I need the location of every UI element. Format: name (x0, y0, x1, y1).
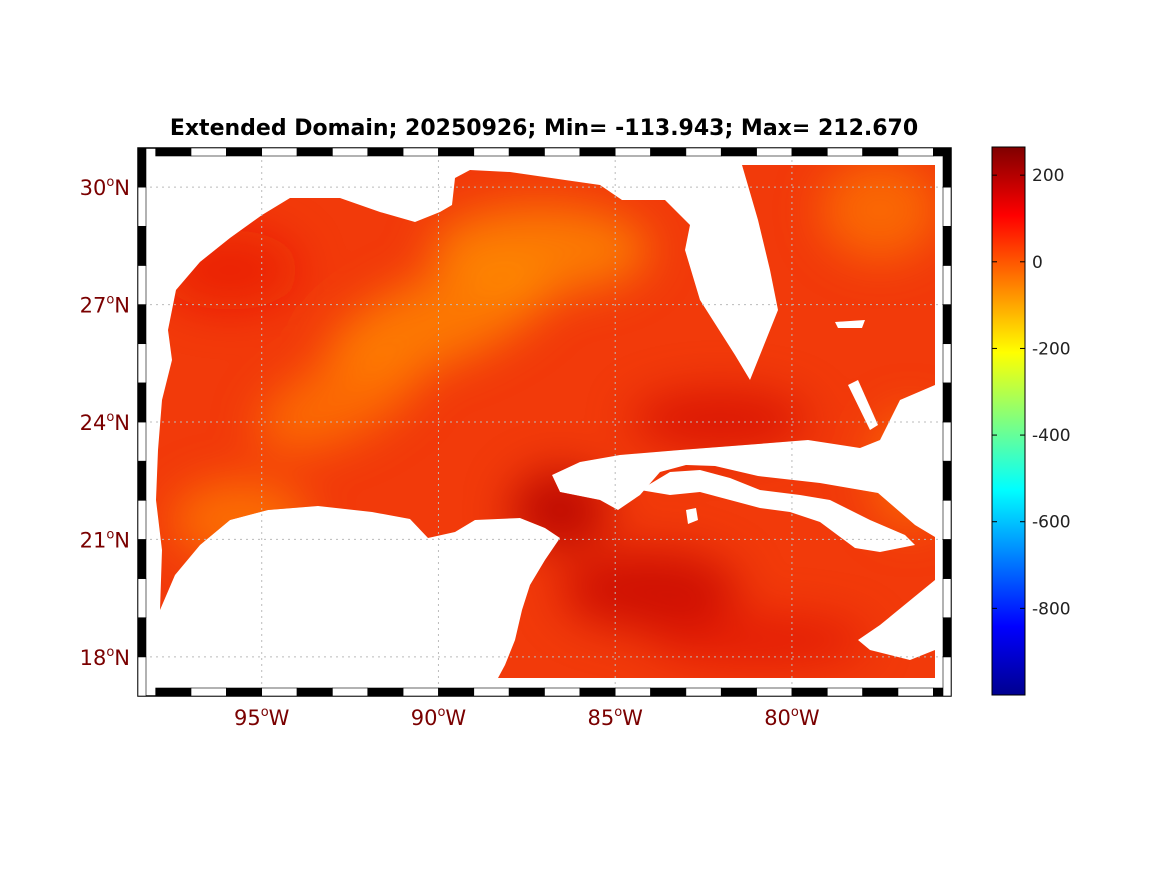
frame-segment-left (137, 499, 147, 540)
frame-segment-bottom (190, 687, 227, 697)
frame-segment-bottom (826, 687, 863, 697)
frame-segment-right (942, 578, 952, 619)
frame-segment-top (296, 147, 333, 157)
frame-segment-left (137, 460, 147, 501)
lon-tick-label: 80oW (764, 705, 820, 730)
frame-segment-bottom (508, 687, 545, 697)
frame-segment-left (137, 539, 147, 579)
frame-segment-bottom (862, 687, 899, 697)
frame-segment-left (137, 265, 147, 305)
frame-segment-top (720, 147, 757, 157)
frame-segment-top (897, 147, 934, 157)
frame-segment-top (791, 147, 828, 157)
frame-segment-left (137, 304, 147, 345)
frame-segment-left (137, 421, 147, 462)
frame-segment-bottom (756, 687, 793, 697)
frame-segment-bottom (367, 687, 404, 697)
frame-segment-bottom (544, 687, 581, 697)
colorbar (991, 146, 1026, 696)
frame-segment-top (367, 147, 404, 157)
cuba-landmass (640, 470, 915, 552)
frame-segment-bottom (579, 687, 616, 697)
frame-segment-right (942, 499, 952, 540)
frame-segment-bottom (402, 687, 439, 697)
isla-juventud (686, 508, 698, 524)
andros-island (848, 380, 878, 430)
frame-segment-left (137, 656, 147, 697)
frame-segment-bottom (226, 687, 263, 697)
map-title: Extended Domain; 20250926; Min= -113.943… (170, 116, 918, 141)
frame-segment-right (942, 617, 952, 658)
frame-segment-bottom (685, 687, 722, 697)
frame-segment-right (942, 539, 952, 579)
frame-segment-top (332, 147, 369, 157)
lat-tick-label: 30oN (80, 175, 130, 200)
frame-segment-right (942, 186, 952, 227)
frame-segment-bottom (155, 687, 192, 697)
frame-segment-left (137, 225, 147, 266)
frame-segment-bottom (473, 687, 510, 697)
frame-segment-left (137, 382, 147, 423)
frame-segment-bottom (897, 687, 934, 697)
frame-segment-top (614, 147, 651, 157)
frame-segment-left (137, 343, 147, 384)
frame-segment-top (508, 147, 545, 157)
frame-segment-bottom (614, 687, 651, 697)
frame-segment-top (544, 147, 581, 157)
grand-bahama (835, 320, 865, 328)
frame-segment-top (862, 147, 899, 157)
frame-segment-right (942, 265, 952, 305)
frame-segment-right (942, 656, 952, 697)
lat-tick-label: 27oN (80, 293, 130, 318)
lon-tick-label: 90oW (411, 705, 467, 730)
frame-segment-left (137, 617, 147, 658)
colorbar-tick-label: -200 (1032, 339, 1071, 359)
longitude-labels: 95oW 90oW 85oW 80oW (234, 705, 820, 730)
lon-tick-label: 95oW (234, 705, 290, 730)
frame-segment-top (402, 147, 439, 157)
frame-segment-bottom (296, 687, 333, 697)
frame-segment-bottom (438, 687, 475, 697)
frame-segment-right (942, 382, 952, 423)
lat-tick-label: 18oN (80, 645, 130, 670)
frame-segment-top (226, 147, 263, 157)
frame-segment-right (942, 147, 952, 188)
frame-segment-right (942, 343, 952, 384)
lon-tick-label: 85oW (587, 705, 643, 730)
frame-segment-bottom (791, 687, 828, 697)
frame-segment-right (942, 460, 952, 501)
frame-segment-top (190, 147, 227, 157)
colorbar-tick-label: -600 (1032, 513, 1071, 533)
frame-segment-bottom (650, 687, 687, 697)
frame-segment-left (137, 147, 147, 188)
frame-segment-bottom (720, 687, 757, 697)
frame-segment-top (650, 147, 687, 157)
frame-segment-top (261, 147, 298, 157)
frame-segment-left (137, 578, 147, 619)
frame-segment-right (942, 225, 952, 266)
frame-segment-right (942, 304, 952, 345)
latitude-labels: 30oN 27oN 24oN 21oN 18oN (80, 175, 130, 670)
grid-lines (138, 148, 951, 696)
frame-segment-top (438, 147, 475, 157)
lat-tick-label: 24oN (80, 410, 130, 435)
frame-segment-bottom (332, 687, 369, 697)
frame-segment-bottom (261, 687, 298, 697)
lat-tick-label: 21oN (80, 527, 130, 552)
frame-segment-left (137, 186, 147, 227)
frame-segment-top (756, 147, 793, 157)
colorbar-tick-label: -800 (1032, 599, 1071, 619)
frame-segment-top (473, 147, 510, 157)
frame-segment-right (942, 421, 952, 462)
frame-segment-top (155, 147, 192, 157)
frame-segment-top (685, 147, 722, 157)
frame-border (137, 147, 952, 697)
colorbar-tick-label: -400 (1032, 426, 1071, 446)
colorbar-tick-label: 0 (1032, 253, 1043, 273)
colorbar-tick-label: 200 (1032, 166, 1064, 186)
colorbar-ticks: 200 0 -200 -400 -600 -800 (992, 166, 1071, 619)
frame-segment-top (826, 147, 863, 157)
frame-segment-top (579, 147, 616, 157)
